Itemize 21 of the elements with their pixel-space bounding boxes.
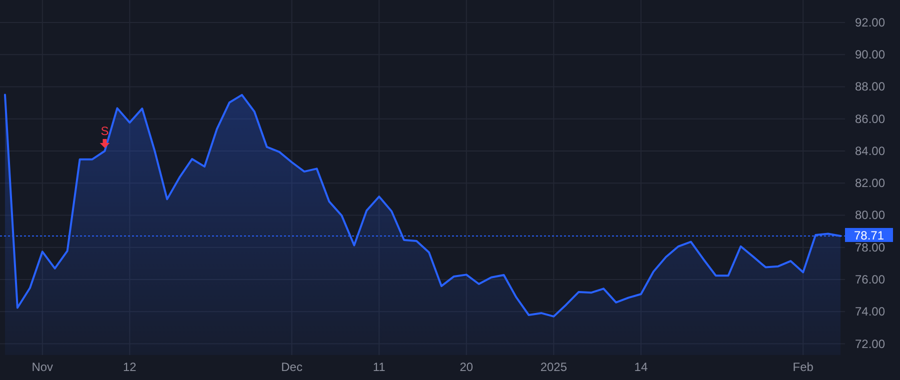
y-tick-label: 88.00 bbox=[854, 80, 886, 94]
x-tick-label: 14 bbox=[634, 360, 648, 374]
y-tick-label: 82.00 bbox=[854, 176, 886, 190]
x-tick-label: Feb bbox=[792, 360, 814, 374]
y-tick-label: 92.00 bbox=[854, 15, 886, 30]
y-tick-label: 72.00 bbox=[854, 336, 886, 351]
y-tick-label: 76.00 bbox=[854, 272, 886, 286]
y-tick-label: 74.00 bbox=[854, 304, 886, 319]
x-tick-label: Nov bbox=[32, 360, 54, 374]
y-tick-label: 86.00 bbox=[854, 112, 886, 126]
x-tick-label: Dec bbox=[281, 360, 302, 374]
y-tick-label: 78.00 bbox=[854, 240, 886, 254]
annotation: S bbox=[100, 124, 109, 138]
y-tick-label: 84.00 bbox=[854, 144, 886, 158]
y-tick-label: 90.00 bbox=[854, 48, 886, 62]
x-tick-label: 20 bbox=[460, 360, 474, 374]
x-tick-label: 12 bbox=[123, 360, 137, 374]
x-tick-label: 2025 bbox=[540, 360, 568, 374]
y-tick-label: 80.00 bbox=[854, 208, 886, 222]
ref-line-label: 78.71 bbox=[854, 228, 884, 242]
x-tick-label: 11 bbox=[372, 360, 386, 374]
